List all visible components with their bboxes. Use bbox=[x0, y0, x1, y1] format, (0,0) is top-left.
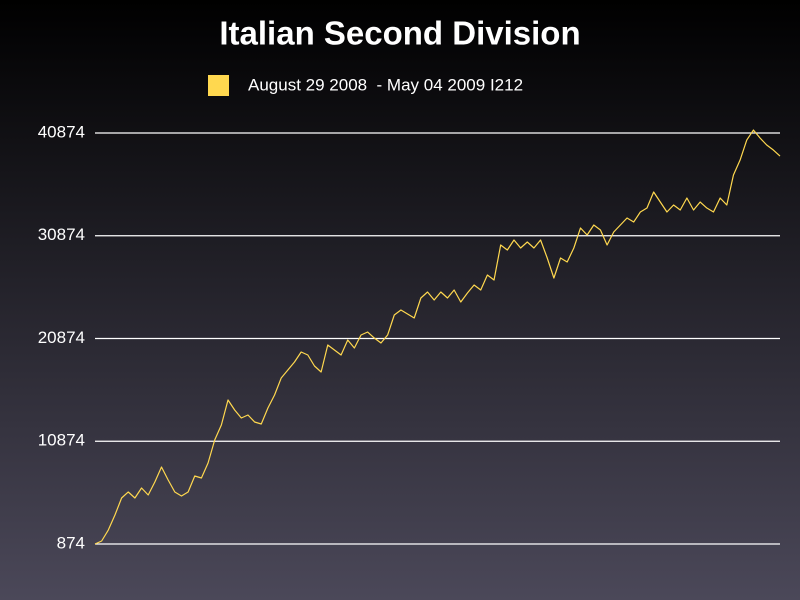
chart-title: Italian Second Division bbox=[219, 15, 580, 52]
y-tick-label: 40874 bbox=[38, 122, 85, 141]
y-tick-label: 30874 bbox=[38, 225, 85, 244]
data-line bbox=[94, 129, 781, 545]
y-tick-label: 20874 bbox=[38, 328, 85, 347]
y-tick-label: 10874 bbox=[38, 431, 85, 450]
legend-label: August 29 2008 - May 04 2009 I212 bbox=[248, 75, 523, 94]
y-tick-label: 874 bbox=[57, 533, 85, 552]
legend-swatch bbox=[208, 75, 229, 96]
